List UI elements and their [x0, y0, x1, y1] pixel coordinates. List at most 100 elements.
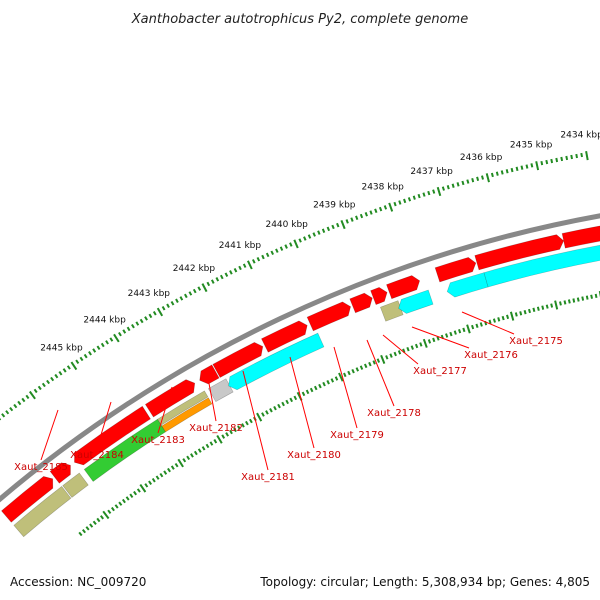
minor-tick [33, 388, 38, 394]
major-tick [28, 390, 36, 400]
minor-tick [261, 254, 265, 260]
minor-tick [261, 412, 265, 417]
minor-tick [326, 379, 330, 385]
minor-tick [144, 483, 149, 488]
minor-tick [233, 427, 237, 433]
major-tick [466, 324, 471, 334]
kbp-label: 2444 kbp [83, 315, 126, 325]
minor-tick [567, 299, 571, 304]
minor-tick [412, 195, 416, 200]
kbp-major-ticks [28, 151, 589, 400]
minor-tick [277, 403, 281, 409]
minor-tick [318, 383, 322, 389]
minor-tick [414, 343, 419, 349]
minor-tick [182, 458, 187, 463]
minor-tick [237, 425, 241, 430]
minor-tick [500, 170, 504, 175]
minor-tick [122, 329, 127, 334]
minor-tick [359, 213, 364, 219]
kbp-label: 2436 kbp [460, 153, 503, 163]
minor-tick [303, 236, 307, 241]
minor-tick [107, 509, 112, 515]
minor-tick [209, 441, 214, 446]
minor-tick [301, 391, 306, 397]
forward-cds-arrow [49, 462, 71, 484]
minor-tick [170, 301, 175, 306]
minor-tick [269, 408, 273, 413]
gene-callout-line [157, 386, 173, 434]
forward-cds-arrow [74, 405, 151, 466]
minor-tick [241, 423, 245, 428]
minor-tick [312, 232, 316, 237]
major-tick [338, 372, 344, 382]
minor-tick [330, 378, 335, 383]
minor-tick [144, 316, 148, 321]
minor-tick [393, 201, 397, 207]
major-tick [535, 161, 540, 171]
major-tick [340, 220, 346, 230]
minor-tick [148, 480, 153, 485]
minor-tick [197, 286, 202, 291]
minor-tick [265, 252, 270, 258]
minor-tick [385, 355, 389, 360]
minor-tick [530, 163, 534, 168]
minor-tick [550, 158, 554, 164]
minor-tick [201, 446, 206, 451]
minor-tick [96, 517, 101, 523]
misc-feature-block [379, 300, 404, 322]
minor-tick [82, 528, 86, 534]
minor-tick [229, 429, 233, 435]
forward-cds-arrow [261, 320, 308, 353]
minor-tick [151, 477, 156, 483]
reverse-cds-arrow [228, 332, 325, 391]
inner-dotted-scale [78, 293, 598, 537]
gene-label: Xaut_2175 [509, 336, 563, 347]
minor-tick [129, 493, 134, 498]
minor-tick [458, 328, 462, 334]
minor-tick [186, 455, 191, 461]
minor-tick [490, 172, 494, 178]
minor-tick [179, 296, 184, 301]
minor-tick [326, 226, 331, 232]
minor-tick [581, 296, 585, 301]
minor-tick [252, 259, 256, 264]
accession-label: Accession: NC_009720 [10, 575, 146, 589]
minor-tick [572, 298, 576, 303]
minor-tick [13, 403, 18, 409]
major-tick [102, 510, 110, 520]
minor-tick [519, 311, 523, 316]
major-tick [585, 151, 589, 161]
minor-tick [215, 277, 220, 282]
minor-tick [100, 515, 104, 520]
minor-tick [364, 212, 368, 217]
topology-label: Topology: circular; Length: 5,308,934 bp… [259, 575, 590, 589]
minor-tick [576, 297, 580, 302]
minor-tick [100, 342, 105, 348]
gene-callout-line [207, 377, 217, 422]
minor-tick [309, 387, 314, 393]
minor-tick [279, 246, 284, 251]
forward-cds-arrow [306, 301, 351, 332]
gene-callouts: Xaut_2175 Xaut_2176 Xaut_2177 Xaut_2178 Xaut… [14, 311, 563, 483]
major-tick [509, 311, 515, 321]
minor-tick [41, 382, 46, 388]
minor-tick [466, 179, 470, 184]
minor-tick [136, 488, 141, 493]
minor-tick [545, 159, 549, 165]
minor-tick [376, 358, 381, 363]
minor-tick [403, 198, 407, 204]
minor-tick [206, 281, 211, 287]
minor-tick [359, 365, 364, 370]
minor-tick [397, 350, 402, 355]
major-tick [139, 484, 147, 493]
minor-tick [89, 523, 94, 528]
forward-cds-arrow [370, 287, 388, 306]
minor-tick [281, 401, 285, 407]
forward-cds-arrow [386, 275, 421, 300]
kbp-label: 2439 kbp [313, 200, 356, 210]
minor-tick [372, 360, 376, 365]
major-tick [156, 307, 164, 317]
kbp-label: 2441 kbp [219, 241, 262, 251]
misc-feature-block [157, 390, 209, 426]
